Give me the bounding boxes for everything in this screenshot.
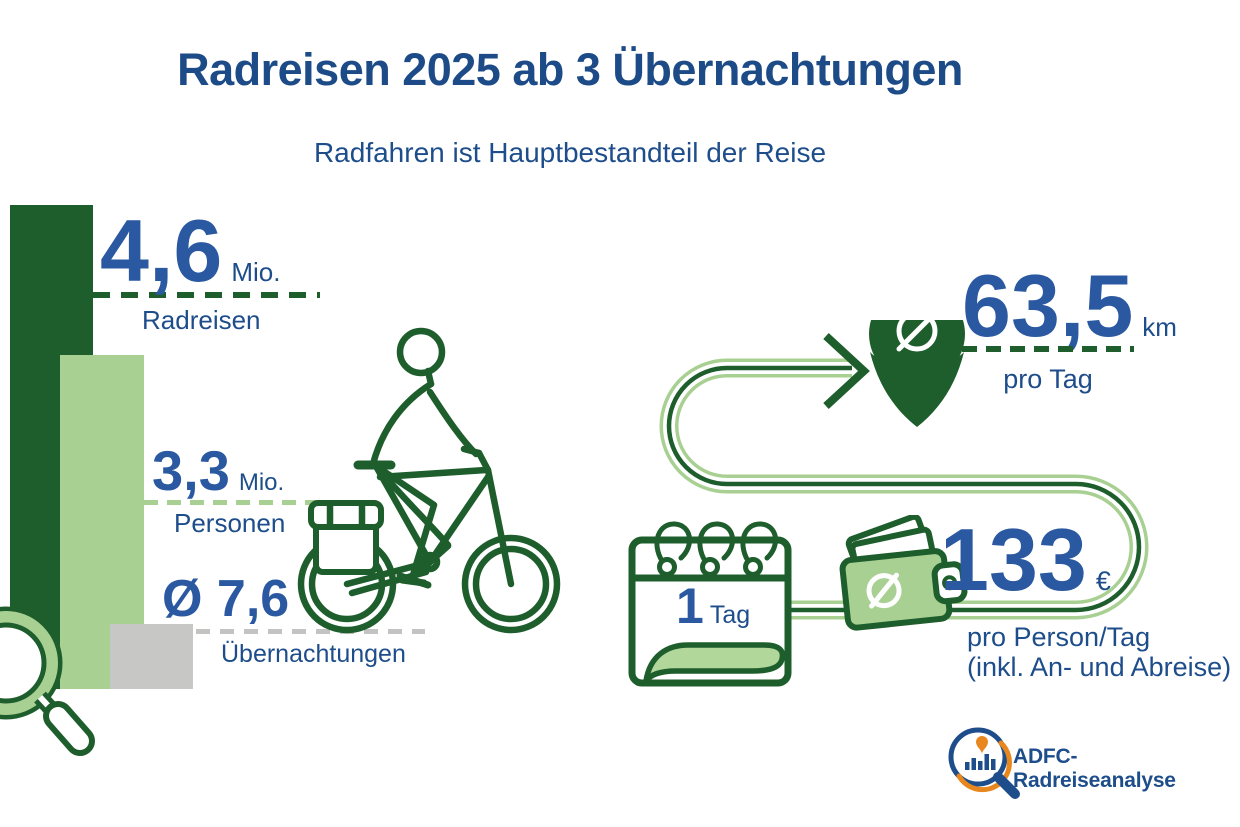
page-title: Radreisen 2025 ab 3 Übernachtungen bbox=[177, 44, 963, 95]
stat-day: 1 Tag bbox=[676, 581, 750, 631]
stat-cost-label: pro Person/Tag bbox=[967, 622, 1151, 652]
stat-radreisen-value: 4,6 bbox=[100, 201, 223, 300]
wallet-icon bbox=[839, 515, 968, 631]
stat-cost: 133 € bbox=[940, 516, 1111, 604]
stat-personen: 3,3 Mio. bbox=[152, 443, 284, 499]
stat-personen-value: 3,3 bbox=[152, 439, 230, 502]
stat-radreisen-unit: Mio. bbox=[231, 257, 281, 287]
stat-distance-value: 63,5 bbox=[962, 256, 1134, 355]
stat-distance: 63,5 km bbox=[962, 262, 1177, 350]
calendar-icon bbox=[628, 521, 792, 687]
stat-uebernachtungen: Ø 7,6 bbox=[162, 573, 289, 625]
location-pin-icon bbox=[869, 320, 965, 427]
stat-radreisen: 4,6 Mio. bbox=[100, 207, 280, 295]
dashed-line-uebernachtungen bbox=[196, 629, 425, 634]
dashed-line-personen bbox=[144, 500, 321, 505]
stat-day-value: 1 bbox=[676, 578, 704, 634]
route-path bbox=[659, 320, 1149, 620]
stat-personen-unit: Mio. bbox=[238, 469, 285, 496]
stat-uebernachtungen-label: Übernachtungen bbox=[221, 640, 406, 668]
stat-cost-unit: € bbox=[1095, 566, 1111, 596]
logo-label: ADFC-Radreiseanalyse bbox=[1013, 745, 1176, 792]
dashed-line-distance bbox=[962, 346, 1134, 352]
stat-uebernachtungen-value: Ø 7,6 bbox=[162, 570, 290, 628]
stat-radreisen-label: Radreisen bbox=[142, 305, 261, 335]
magnifier-icon bbox=[0, 606, 95, 756]
logo-bar-chart-icon bbox=[965, 754, 996, 770]
stat-day-unit: Tag bbox=[709, 601, 751, 629]
stat-distance-label: pro Tag bbox=[1003, 364, 1093, 394]
adfc-logo-icon bbox=[948, 727, 1020, 799]
dashed-line-radreisen bbox=[93, 292, 320, 298]
stat-distance-unit: km bbox=[1142, 312, 1177, 342]
bar-uebernachtungen bbox=[110, 624, 193, 689]
cyclist-illustration bbox=[297, 327, 561, 634]
stat-cost-value: 133 bbox=[940, 510, 1087, 609]
logo-pin-icon bbox=[976, 736, 988, 754]
stat-personen-label: Personen bbox=[174, 508, 286, 538]
page-subtitle: Radfahren ist Hauptbestandteil der Reise bbox=[313, 137, 827, 168]
stat-cost-note: (inkl. An- und Abreise) bbox=[967, 652, 1232, 682]
arrow-icon bbox=[823, 333, 870, 409]
